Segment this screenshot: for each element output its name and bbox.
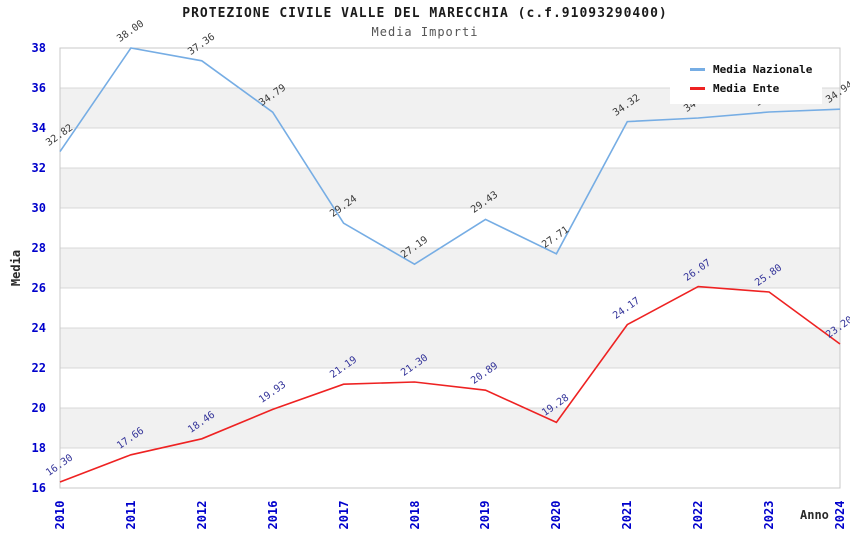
series-line-ente xyxy=(59,285,841,483)
y-tick-label: 24 xyxy=(31,321,46,335)
legend: Media Nazionale Media Ente xyxy=(670,58,822,104)
y-tick-label: 34 xyxy=(31,121,46,135)
grid-band xyxy=(60,408,840,448)
chart-title: PROTEZIONE CIVILE VALLE DEL MARECCHIA (c… xyxy=(182,6,668,21)
x-tick-label: 2012 xyxy=(194,500,209,530)
y-tick-label: 26 xyxy=(31,281,46,295)
x-tick-label: 2018 xyxy=(407,500,422,530)
grid-band xyxy=(60,328,840,368)
y-tick-label: 30 xyxy=(31,201,46,215)
plot-border xyxy=(59,47,841,489)
x-tick-label: 2024 xyxy=(833,500,847,530)
x-tick-label: 2021 xyxy=(620,500,635,530)
y-tick-label: 16 xyxy=(31,481,46,495)
y-tick-label: 28 xyxy=(31,241,46,255)
x-tick-label: 2011 xyxy=(123,500,138,530)
grid-band xyxy=(60,168,840,208)
legend-line-swatch-icon xyxy=(690,68,705,71)
x-tick-label: 2020 xyxy=(549,500,564,530)
series-line-nazionale xyxy=(59,47,841,266)
legend-item: Media Ente xyxy=(690,79,822,98)
legend-item: Media Nazionale xyxy=(690,60,822,79)
x-tick-label: 2019 xyxy=(478,500,493,530)
y-tick-label: 36 xyxy=(31,81,46,95)
y-tick-label: 32 xyxy=(31,161,46,175)
y-tick-label: 22 xyxy=(31,361,46,375)
x-tick-label: 2010 xyxy=(53,500,67,530)
grid-band xyxy=(60,248,840,288)
chart-subtitle: Media Importi xyxy=(371,25,479,39)
y-axis-title: Media xyxy=(9,249,23,287)
x-tick-label: 2023 xyxy=(762,500,777,530)
y-tick-label: 38 xyxy=(31,41,46,55)
x-tick-label: 2017 xyxy=(336,500,351,530)
legend-label: Media Nazionale xyxy=(713,63,813,76)
x-tick-label: 2016 xyxy=(265,500,280,530)
legend-line-swatch-icon xyxy=(690,87,705,90)
x-tick-label: 2022 xyxy=(691,500,706,530)
y-tick-label: 20 xyxy=(31,401,46,415)
legend-label: Media Ente xyxy=(713,82,780,95)
y-tick-label: 18 xyxy=(31,441,46,455)
x-axis-title: Anno xyxy=(800,508,829,522)
